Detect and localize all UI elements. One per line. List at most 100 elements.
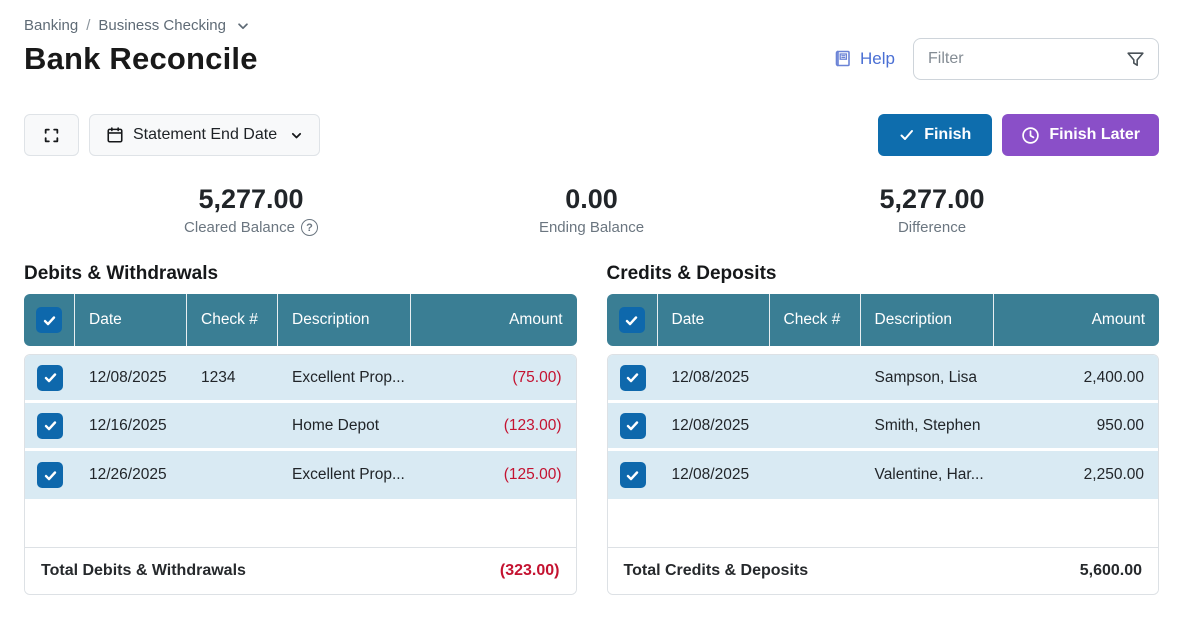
difference-summary: 5,277.00 Difference [705,184,1159,237]
column-header-description[interactable]: Description [277,294,410,346]
empty-row [25,499,576,547]
row-checkbox[interactable] [37,462,63,488]
row-checkbox[interactable] [37,412,63,439]
page-title: Bank Reconcile [24,41,258,76]
breadcrumb-banking[interactable]: Banking [24,16,79,34]
row-checkbox[interactable] [619,462,646,488]
row-check-number [187,403,278,448]
row-amount: (125.00) [503,466,562,483]
row-checkbox[interactable] [37,364,63,391]
row-checkbox-cell [608,355,658,400]
question-circle-icon[interactable]: ? [300,219,318,236]
finish-label: Finish [924,126,972,143]
row-amount: (75.00) [512,368,562,386]
funnel-icon[interactable] [1125,49,1146,70]
column-header-amount[interactable]: Amount [410,294,577,346]
column-header-amount[interactable]: Amount [992,294,1160,346]
column-header-check-number[interactable]: Check # [768,294,860,346]
select-all-cell [24,294,74,346]
row-check-number [187,451,278,499]
toolbar-left: Statement End Date [24,114,321,156]
select-all-checkbox[interactable] [618,307,645,333]
row-date: 12/16/2025 [89,416,167,434]
help-label: Help [860,49,895,68]
credits-table-header: Date Check # Description Amount [606,294,1160,346]
filter-input[interactable] [914,50,1158,68]
table-row: 12/08/2025 Sampson, Lisa 2,400.00 [607,355,1158,403]
check-icon [899,127,915,143]
statement-end-date-button[interactable]: Statement End Date [89,114,321,156]
bank-reconcile-page: Banking / Business Checking Bank Reconci… [24,14,1159,595]
help-link[interactable]: Help [833,49,895,69]
book-icon [833,49,853,69]
table-row: 12/08/2025 Smith, Stephen 950.00 [607,403,1158,451]
row-check-number [770,355,861,400]
summary-bar: 5,277.00 Cleared Balance ? 0.00 Ending B… [24,184,1159,237]
column-header-description[interactable]: Description [859,294,993,346]
ending-balance-value: 0.00 [565,184,618,214]
title-right-actions: Help [833,38,1159,80]
row-checkbox-cell [25,451,75,499]
breadcrumb-business-checking[interactable]: Business Checking [98,16,226,34]
cleared-balance-summary: 5,277.00 Cleared Balance ? [24,184,478,237]
finish-later-button[interactable]: Finish Later [1002,114,1159,156]
finish-later-label: Finish Later [1049,126,1140,143]
breadcrumb: Banking / Business Checking [24,14,1159,36]
column-header-date[interactable]: Date [74,294,186,346]
tables-area: Debits & Withdrawals Date Check # Descri… [24,263,1159,595]
row-description: Valentine, Har... [874,466,984,483]
statement-end-date-label: Statement End Date [133,126,278,143]
title-row: Bank Reconcile Help [24,38,1159,80]
chevron-down-icon[interactable] [236,19,250,33]
difference-label: Difference [897,219,967,236]
credits-table-panel: Credits & Deposits Date Check # Descript… [606,263,1160,595]
difference-value: 5,277.00 [879,184,985,214]
row-checkbox-cell [25,355,75,400]
expand-icon [43,127,60,144]
table-row: 12/08/2025 1234 Excellent Prop... (75.00) [25,355,576,403]
row-amount: 2,250.00 [1083,466,1144,483]
row-check-number [770,403,861,448]
column-header-date[interactable]: Date [656,294,769,346]
select-all-checkbox[interactable] [36,307,62,333]
row-checkbox-cell [608,403,658,448]
calendar-icon [106,126,124,144]
debits-total-label: Total Debits & Withdrawals [41,562,246,579]
row-check-number: 1234 [201,368,236,386]
row-description: Excellent Prop... [292,368,405,386]
chevron-down-icon [290,129,303,142]
debits-table-header: Date Check # Description Amount [24,294,577,346]
row-date: 12/08/2025 [671,368,750,386]
row-description: Home Depot [292,416,380,434]
row-date: 12/08/2025 [671,416,750,434]
debits-total-amount: (323.00) [499,562,560,579]
finish-button[interactable]: Finish [878,114,993,156]
row-date: 12/26/2025 [89,466,167,483]
select-all-cell [607,294,657,346]
debits-section-title: Debits & Withdrawals [24,263,219,284]
column-header-check-number[interactable]: Check # [186,294,277,346]
toolbar-right: Finish Finish Later [878,114,1159,156]
row-amount: 950.00 [1096,416,1144,434]
credits-section-title: Credits & Deposits [606,263,777,284]
row-description: Smith, Stephen [874,416,981,434]
debits-table-panel: Debits & Withdrawals Date Check # Descri… [24,263,577,595]
credits-total-row: Total Credits & Deposits 5,600.00 [607,547,1158,594]
row-checkbox[interactable] [619,412,646,439]
debits-table-body: 12/08/2025 1234 Excellent Prop... (75.00) 12… [24,354,577,595]
row-checkbox[interactable] [619,364,646,391]
row-check-number [770,451,861,499]
table-row: 12/08/2025 Valentine, Har... 2,250.00 [607,451,1158,499]
table-row: 12/16/2025 Home Depot (123.00) [25,403,576,451]
cleared-balance-value: 5,277.00 [198,184,304,214]
empty-row [607,499,1158,547]
ending-balance-label: Ending Balance [538,219,645,236]
expand-button[interactable] [24,114,79,156]
row-amount: 2,400.00 [1083,368,1144,386]
row-checkbox-cell [25,403,75,448]
row-checkbox-cell [608,451,658,499]
credits-table-body: 12/08/2025 Sampson, Lisa 2,400.00 12/08/202… [606,354,1159,595]
credits-total-amount: 5,600.00 [1079,562,1142,579]
table-row: 12/26/2025 Excellent Prop... (125.00) [25,451,576,499]
row-date: 12/08/2025 [671,466,750,483]
